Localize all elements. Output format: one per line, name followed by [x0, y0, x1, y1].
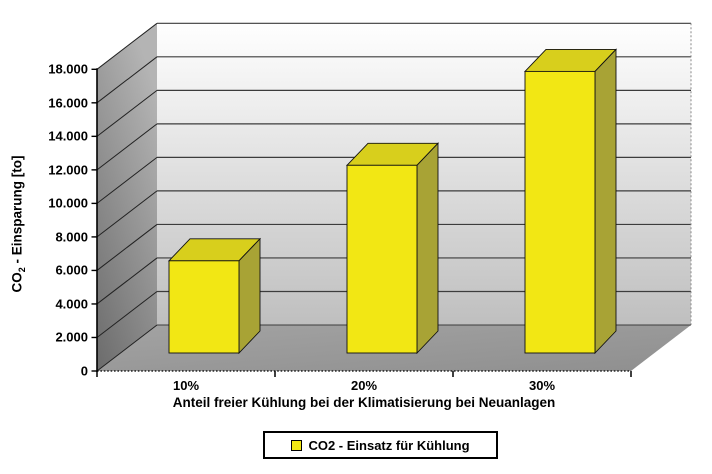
wall-gridline	[96, 324, 158, 372]
legend-label: CO2 - Einsatz für Kühlung	[308, 437, 470, 453]
y-tick-label: 2.000	[55, 329, 88, 345]
bar-10%	[168, 260, 240, 354]
x-tick-label: 30%	[528, 378, 556, 393]
left-wall	[97, 23, 157, 372]
y-axis-title: CO2 - Einsparung [to]	[9, 155, 28, 293]
wall-gridline	[96, 190, 158, 238]
y-tick-label: 14.000	[48, 128, 88, 144]
y-tick-label: 6.000	[55, 262, 88, 278]
bar-side-30%	[594, 48, 617, 355]
y-tick-label: 10.000	[48, 195, 88, 211]
y-tick-label: 16.000	[48, 95, 88, 111]
bar-side-20%	[416, 142, 439, 355]
bar-30%	[524, 70, 596, 354]
wall-gridline	[96, 89, 158, 137]
y-tick-label: 18.000	[48, 61, 88, 77]
x-tick-label: 10%	[172, 378, 200, 393]
wall-gridline	[96, 123, 158, 171]
legend-box: CO2 - Einsatz für Kühlung	[263, 431, 498, 459]
wall-gridline	[96, 224, 158, 271]
y-tick-label: 4.000	[55, 296, 88, 312]
wall-gridline	[96, 156, 158, 204]
x-axis-title: Anteil freier Kühlung bei der Klimatisie…	[172, 395, 556, 410]
y-tick-label: 8.000	[55, 229, 88, 245]
legend-swatch-icon	[291, 439, 303, 451]
y-tick-label: 12.000	[48, 162, 88, 178]
wall-gridline	[96, 291, 158, 338]
wall-gridline	[96, 22, 158, 70]
wall-gridline	[96, 56, 158, 104]
wall-gridline	[96, 257, 158, 305]
y-tick-label: 0	[80, 363, 88, 379]
bar-20%	[346, 164, 418, 354]
x-tick-label: 20%	[350, 378, 378, 393]
